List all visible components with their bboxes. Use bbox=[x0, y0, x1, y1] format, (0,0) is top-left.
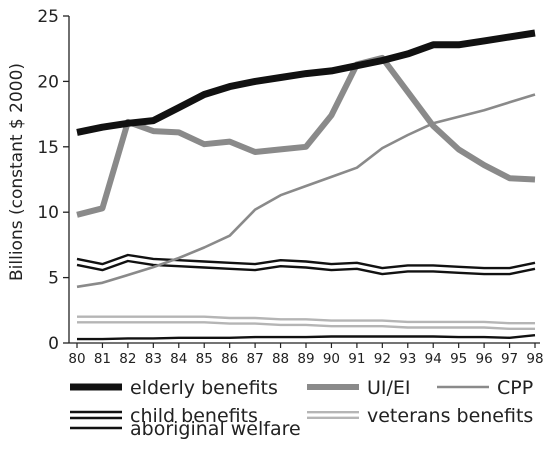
y-tick-label: 0 bbox=[48, 334, 59, 354]
x-tick-label: 81 bbox=[94, 351, 111, 367]
legend-label: UI/EI bbox=[367, 377, 411, 399]
y-tick-label: 15 bbox=[37, 138, 59, 158]
legend: elderly benefits UI/EI CPP child benefits ve… bbox=[70, 377, 533, 440]
x-tick-label: 91 bbox=[348, 351, 365, 367]
legend-label: CPP bbox=[497, 377, 533, 399]
legend-item: CPP bbox=[437, 377, 533, 399]
legend-label: elderly benefits bbox=[130, 377, 278, 399]
legend-item: elderly benefits bbox=[70, 377, 278, 399]
x-tick-label: 86 bbox=[221, 351, 238, 367]
series-line bbox=[76, 93, 536, 289]
series-veterans-benefits bbox=[77, 315, 535, 330]
legend-item: aboriginal welfare bbox=[70, 418, 301, 440]
series-aboriginal-welfare bbox=[77, 334, 536, 341]
x-tick-label: 98 bbox=[526, 351, 543, 367]
x-tick-label: 96 bbox=[476, 351, 493, 367]
x-tick-label: 88 bbox=[272, 351, 289, 367]
series-layer bbox=[76, 29, 536, 341]
x-tick-label: 84 bbox=[170, 351, 187, 367]
x-tick-label: 87 bbox=[247, 351, 264, 367]
series-elderly-benefits bbox=[76, 29, 536, 136]
legend-label: aboriginal welfare bbox=[130, 418, 301, 440]
x-tick-label: 95 bbox=[450, 351, 467, 367]
x-tick-label: 94 bbox=[425, 351, 442, 367]
y-tick-label: 5 bbox=[48, 269, 59, 289]
series-ui-ei bbox=[76, 54, 536, 218]
x-tick-label: 97 bbox=[501, 351, 518, 367]
y-tick-label: 10 bbox=[37, 203, 59, 223]
x-tick-label: 90 bbox=[323, 351, 340, 367]
x-tick-label: 89 bbox=[297, 351, 314, 367]
axes bbox=[68, 16, 540, 344]
series-line bbox=[77, 321, 535, 330]
series-line bbox=[76, 253, 536, 270]
x-tick-label: 92 bbox=[374, 351, 391, 367]
x-tick-label: 93 bbox=[399, 351, 416, 367]
legend-label: child benefits bbox=[130, 405, 258, 427]
series-line bbox=[76, 259, 536, 276]
series-child-benefits bbox=[76, 253, 536, 276]
x-tick-label: 82 bbox=[119, 351, 136, 367]
x-tick-label: 80 bbox=[68, 351, 85, 367]
y-ticks: 0 5 10 15 20 25 bbox=[37, 7, 69, 354]
series-line bbox=[77, 315, 535, 325]
legend-item: child benefits bbox=[70, 405, 258, 427]
series-line bbox=[76, 29, 536, 136]
series-line bbox=[77, 334, 536, 341]
legend-label: veterans benefits bbox=[367, 405, 533, 427]
x-tick-label: 83 bbox=[145, 351, 162, 367]
legend-item: UI/EI bbox=[307, 377, 411, 399]
x-ticks: 80 81 82 83 84 85 86 87 88 89 90 91 92 93 94 95 96 97 98 bbox=[68, 343, 544, 367]
x-tick-label: 85 bbox=[196, 351, 213, 367]
legend-item: veterans benefits bbox=[307, 405, 533, 427]
y-tick-label: 25 bbox=[37, 7, 59, 27]
y-tick-label: 20 bbox=[37, 72, 59, 92]
series-cpp bbox=[76, 93, 536, 289]
series-line bbox=[76, 54, 536, 218]
y-axis-label: Billions (constant $ 2000) bbox=[7, 63, 27, 281]
